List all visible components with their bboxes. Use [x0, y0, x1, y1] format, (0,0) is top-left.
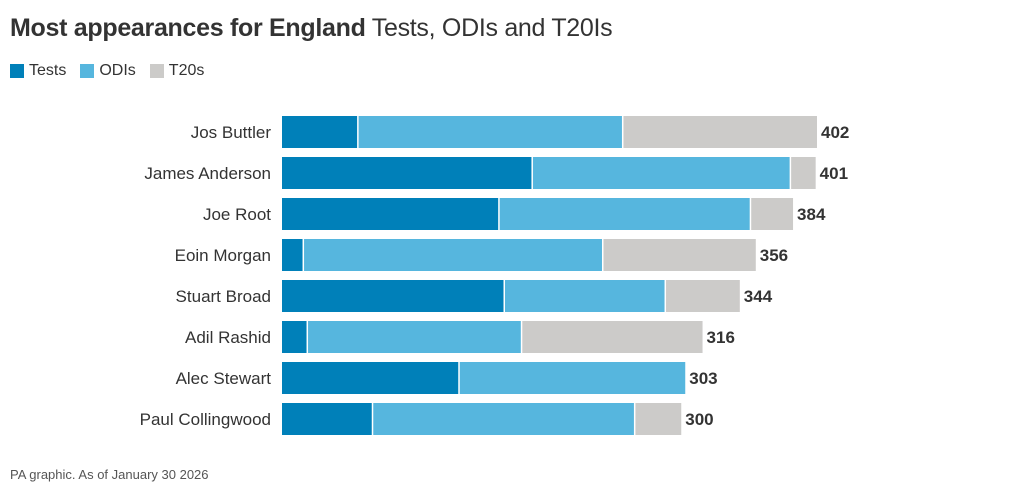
category-label: Stuart Broad [176, 287, 271, 306]
category-label: Alec Stewart [176, 369, 272, 388]
total-label: 344 [744, 287, 773, 306]
total-label: 401 [820, 164, 848, 183]
category-label: Adil Rashid [185, 328, 271, 347]
category-label: Joe Root [203, 205, 271, 224]
total-label: 356 [760, 246, 788, 265]
total-label: 303 [689, 369, 717, 388]
total-label: 300 [685, 410, 713, 429]
total-label: 316 [707, 328, 735, 347]
legend-swatch [149, 64, 164, 78]
title-bold: Most appearances for England [10, 14, 366, 42]
footer-note: PA graphic. As of January 30 2026 [10, 467, 209, 482]
legend-label: T20s [168, 62, 205, 79]
chart-title: Most appearances for England Tests, ODIs… [10, 14, 613, 43]
bar-tests [282, 362, 460, 394]
legend-swatch [80, 64, 95, 78]
bar-tests [282, 321, 308, 353]
total-label: 384 [797, 205, 826, 224]
category-label: James Anderson [144, 164, 271, 183]
bar-t20s [622, 116, 817, 148]
bar-odis [357, 116, 623, 148]
bar-t20s [750, 198, 794, 230]
bar-t20s [521, 321, 703, 353]
bar-odis [303, 239, 603, 271]
bar-tests [282, 239, 304, 271]
legend-swatch [10, 64, 24, 78]
total-label: 402 [821, 123, 849, 142]
bar-tests [282, 116, 358, 148]
legend-item-t20s: T20s [149, 62, 205, 80]
bar-t20s [790, 157, 816, 189]
legend-item-tests: Tests [10, 62, 66, 80]
bar-t20s [602, 239, 756, 271]
category-label: Eoin Morgan [175, 246, 271, 265]
legend-label: ODIs [99, 62, 136, 79]
legend: Tests ODIs T20s [10, 62, 204, 80]
bar-tests [282, 198, 499, 230]
bar-tests [282, 280, 505, 312]
bar-odis [504, 280, 666, 312]
category-label: Jos Buttler [191, 123, 272, 142]
bar-tests [282, 157, 533, 189]
legend-item-odis: ODIs [80, 62, 136, 80]
bar-t20s [665, 280, 740, 312]
bar-tests [282, 403, 373, 435]
title-subtitle: Tests, ODIs and T20Is [371, 14, 613, 42]
legend-label: Tests [29, 62, 67, 79]
bar-odis [307, 321, 522, 353]
bar-odis [459, 362, 686, 394]
bar-odis [498, 198, 751, 230]
bar-odis [532, 157, 791, 189]
bar-odis [372, 403, 635, 435]
category-label: Paul Collingwood [140, 410, 271, 429]
bar-t20s [634, 403, 682, 435]
